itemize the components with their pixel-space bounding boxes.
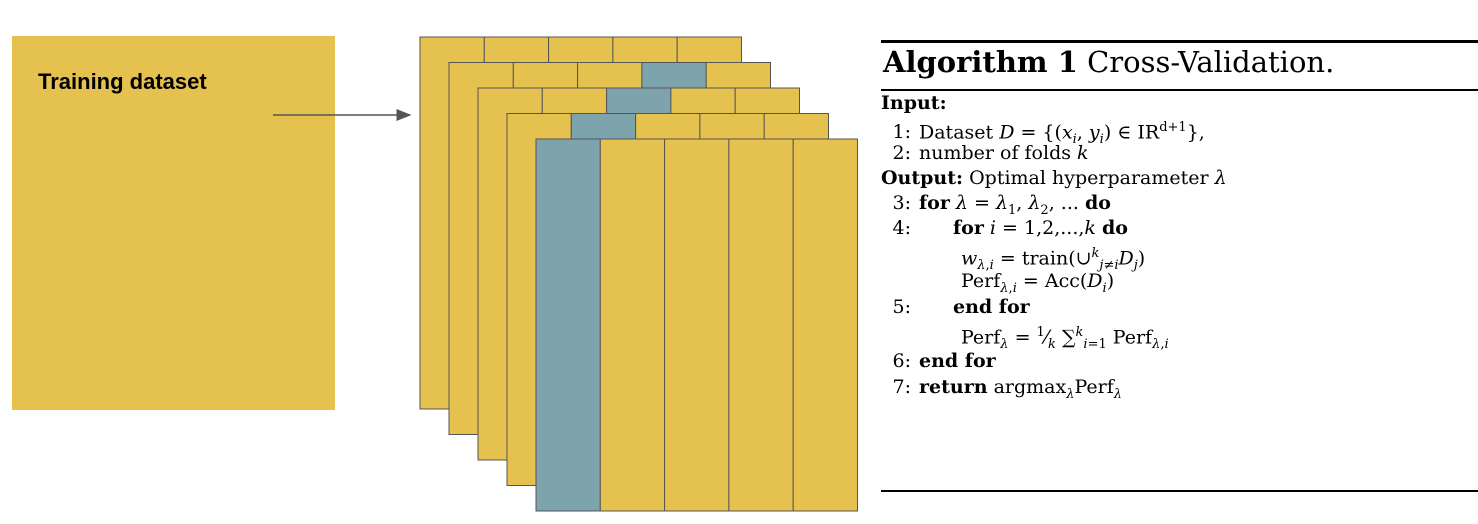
reals-symbol: IR bbox=[1137, 121, 1160, 144]
acc-fn: Acc bbox=[1044, 270, 1080, 292]
training-fold-cell bbox=[728, 138, 794, 512]
training-fold-cell bbox=[664, 138, 730, 512]
training-dataset-label: Training dataset bbox=[38, 69, 207, 94]
var-d: D bbox=[999, 121, 1015, 144]
train-line: wλ,i = train(∪kj≠iDj) bbox=[961, 246, 1146, 274]
return-keyword: return bbox=[919, 376, 988, 398]
argmax-text: argmax bbox=[993, 376, 1067, 398]
var-i: i bbox=[989, 217, 996, 239]
do-keyword: do bbox=[1084, 192, 1111, 214]
training-fold-cell bbox=[792, 138, 859, 512]
perf-text: Perf bbox=[961, 326, 1001, 349]
training-dataset-block bbox=[12, 36, 335, 410]
line-number: 3: bbox=[892, 192, 912, 214]
algo-line-1: 1: Dataset D = {(xi, yi) ∈ IRd+1}, bbox=[881, 116, 1205, 152]
var-lambda: λ bbox=[1214, 167, 1227, 189]
avg-line: Perfλ = 1⁄k ∑ki=1 Perfλ,i bbox=[961, 325, 1169, 353]
perf-text: Perf bbox=[1074, 376, 1114, 398]
line-number: 5: bbox=[892, 296, 912, 318]
perf-text: Perf bbox=[1112, 326, 1153, 349]
line-number: 4: bbox=[892, 217, 912, 239]
dimension: d+1 bbox=[1159, 120, 1187, 135]
for-keyword: for bbox=[919, 192, 950, 214]
perf-text: Perf bbox=[961, 270, 1001, 292]
algorithm-name: Cross-Validation. bbox=[1087, 45, 1335, 79]
top-rule bbox=[881, 40, 1478, 43]
algorithm-title: Algorithm 1 Cross-Validation. bbox=[883, 45, 1334, 79]
line-number: 6: bbox=[892, 350, 912, 372]
algo-line-5: 5: end for bbox=[881, 295, 1030, 319]
algo-line-6: 6: end for bbox=[881, 349, 996, 373]
title-rule bbox=[881, 89, 1478, 91]
output-keyword: Output: bbox=[881, 167, 964, 189]
algo-line-4: 4: for i = 1,2,...,k do bbox=[881, 216, 1128, 240]
bottom-rule bbox=[881, 490, 1478, 492]
algorithm-box: Algorithm 1 Cross-Validation. Input: 1: D… bbox=[881, 40, 1478, 492]
fold-layer-5 bbox=[535, 138, 859, 512]
validation-fold-cell bbox=[535, 138, 601, 512]
end-for-keyword: end for bbox=[919, 350, 996, 372]
train-fn: train bbox=[1021, 247, 1069, 270]
algo-line-2: 2: number of folds k bbox=[881, 141, 1089, 165]
acc-line: Perfλ,i = Acc(Di) bbox=[961, 270, 1115, 296]
line-number: 2: bbox=[892, 142, 912, 164]
dataset-text: Dataset bbox=[919, 121, 994, 144]
line-number: 7: bbox=[892, 376, 912, 398]
for-keyword: for bbox=[953, 217, 984, 239]
algo-line-3: 3: for λ = λ1, λ2, ... do bbox=[881, 191, 1111, 223]
algo-line-7: 7: return argmaxλPerfλ bbox=[881, 375, 1123, 407]
input-header: Input: bbox=[881, 91, 947, 115]
input-keyword: Input: bbox=[881, 92, 947, 114]
output-text: Optimal hyperparameter bbox=[969, 167, 1209, 189]
var-k: k bbox=[1077, 142, 1089, 164]
range-text: 1,2,..., bbox=[1023, 217, 1085, 239]
folds-text: number of folds bbox=[919, 142, 1071, 164]
training-fold-cell bbox=[599, 138, 666, 512]
algorithm-number: Algorithm 1 bbox=[883, 45, 1078, 79]
line-number: 1: bbox=[892, 121, 912, 144]
end-for-keyword: end for bbox=[953, 296, 1030, 318]
output-line: Output: Optimal hyperparameter λ bbox=[881, 166, 1227, 190]
do-keyword: do bbox=[1101, 217, 1128, 239]
